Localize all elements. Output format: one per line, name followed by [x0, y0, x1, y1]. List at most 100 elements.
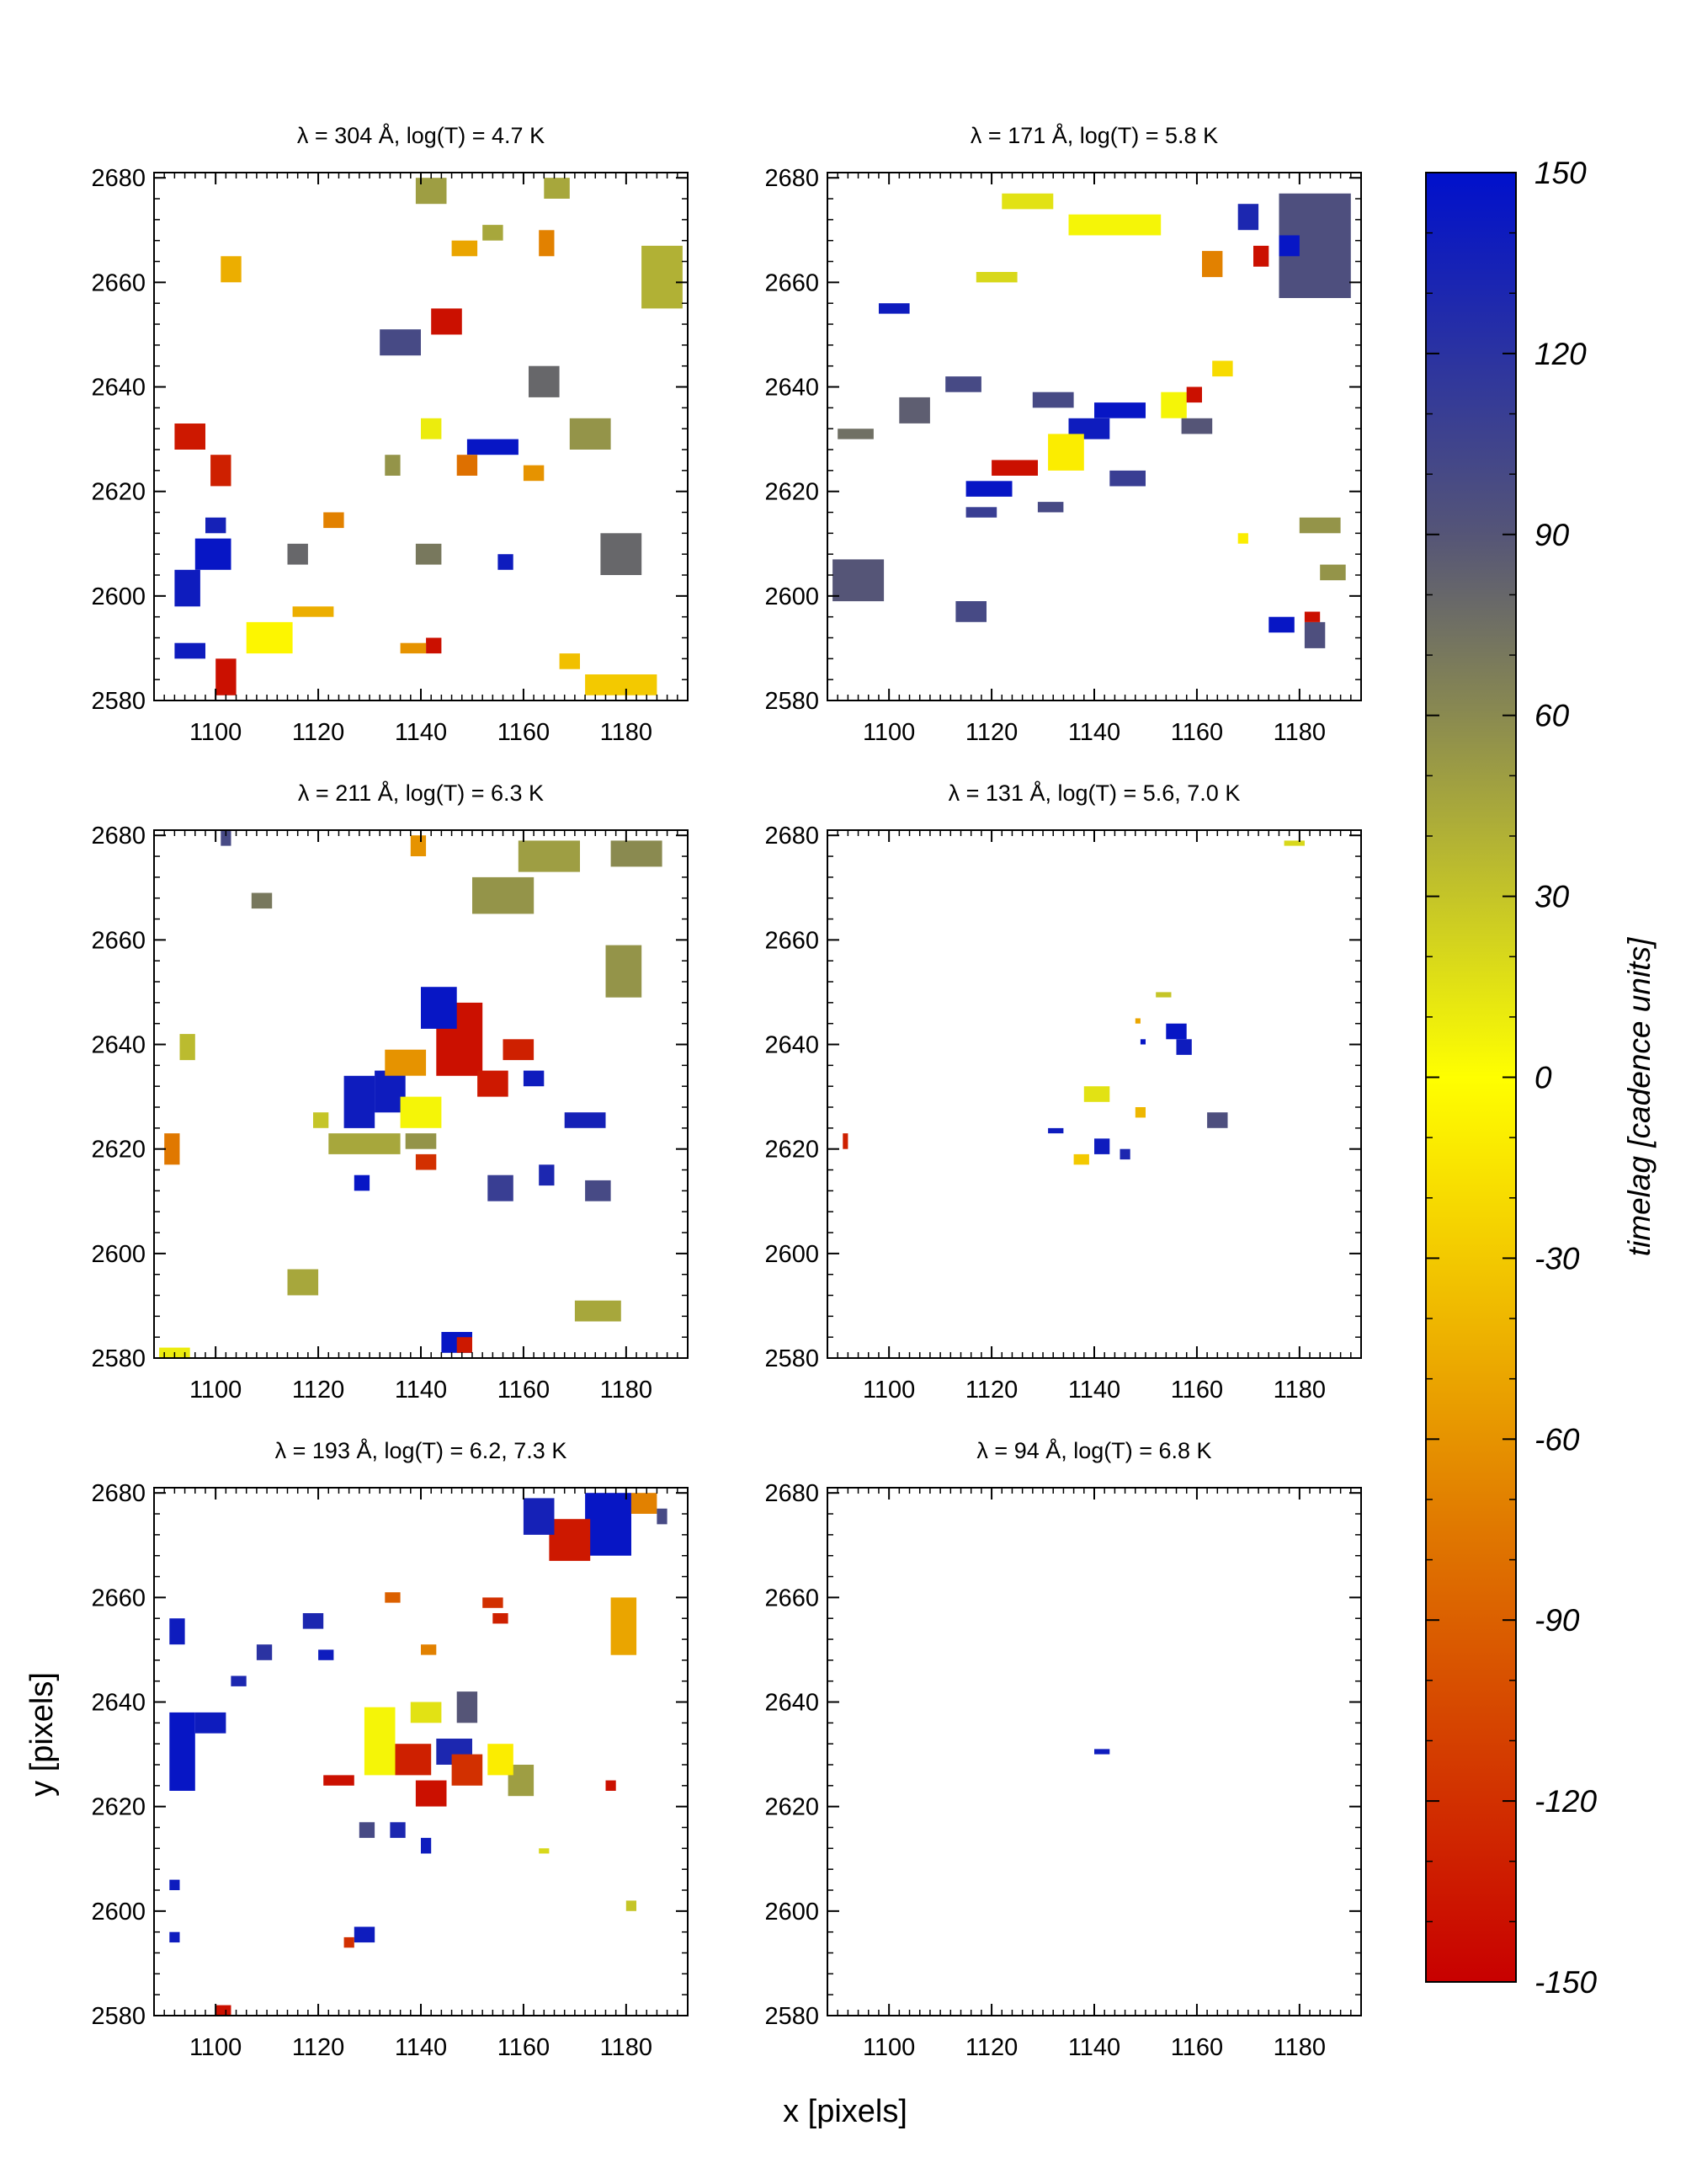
timelag-region: [992, 460, 1038, 476]
colorbar-tick-label: -150: [1534, 1965, 1597, 2000]
y-tick-label: 2640: [764, 1690, 819, 1717]
timelag-region: [1120, 1148, 1130, 1160]
timelag-region: [879, 303, 910, 314]
y-tick-label: 2620: [764, 1794, 819, 1821]
timelag-region: [359, 1822, 375, 1838]
timelag-region: [539, 1164, 555, 1186]
x-tick-label: 1180: [1274, 719, 1326, 746]
x-tick-label: 1180: [600, 2034, 652, 2061]
timelag-region: [1048, 434, 1084, 471]
timelag-region: [1186, 386, 1202, 403]
y-tick-label: 2620: [764, 1137, 819, 1164]
y-tick-label: 2580: [91, 1345, 146, 1372]
panel-title-193: λ = 193 Å, log(T) = 6.2, 7.3 K: [275, 1437, 567, 1463]
timelag-region: [400, 1096, 442, 1128]
timelag-region: [169, 1879, 180, 1890]
timelag-region: [503, 1039, 535, 1061]
x-tick-label: 1120: [965, 1377, 1018, 1404]
colorbar-tick-label: 150: [1534, 156, 1587, 190]
timelag-region: [539, 230, 555, 257]
timelag-region: [1320, 564, 1346, 581]
timelag-region: [482, 225, 503, 241]
timelag-region: [1094, 1138, 1110, 1154]
timelag-region: [497, 554, 513, 570]
timelag-region: [164, 1133, 180, 1165]
timelag-region: [256, 1644, 273, 1660]
panel-211-ticks: 1100 1120 1140 1160 1180 2580 2600 2620 2640 2660…: [91, 823, 688, 1404]
timelag-region: [1181, 418, 1213, 434]
timelag-region: [323, 1775, 354, 1786]
timelag-region: [549, 1519, 591, 1561]
x-tick-label: 1120: [292, 2034, 344, 2061]
y-tick-label: 2680: [764, 823, 819, 850]
timelag-region: [1253, 245, 1269, 267]
y-tick-label: 2580: [91, 2003, 146, 2030]
timelag-region: [529, 365, 560, 397]
x-tick-label: 1160: [1171, 1377, 1223, 1404]
timelag-region: [421, 418, 442, 439]
timelag-region: [385, 1592, 401, 1603]
y-tick-label: 2660: [91, 269, 146, 296]
timelag-region: [246, 621, 293, 654]
y-tick-label: 2640: [91, 1032, 146, 1059]
timelag-region: [1083, 1086, 1110, 1102]
panel-title-211: λ = 211 Å, log(T) = 6.3 K: [298, 780, 544, 806]
panel-171-regions: [832, 193, 1351, 648]
timelag-region: [174, 642, 205, 659]
timelag-region: [564, 1112, 606, 1128]
timelag-region: [1002, 193, 1054, 210]
timelag-region: [955, 601, 987, 622]
y-tick-label: 2680: [91, 1480, 146, 1507]
y-tick-label: 2580: [91, 688, 146, 715]
timelag-region: [523, 1070, 545, 1087]
timelag-region: [965, 507, 997, 518]
x-tick-label: 1100: [189, 719, 242, 746]
timelag-region: [1073, 1153, 1089, 1165]
x-tick-label: 1160: [497, 719, 550, 746]
timelag-region: [523, 1498, 555, 1535]
timelag-region: [292, 606, 334, 617]
timelag-region: [539, 1848, 550, 1854]
y-tick-label: 2660: [764, 927, 819, 954]
panel-title-94: λ = 94 Å, log(T) = 6.8 K: [976, 1437, 1211, 1463]
x-tick-label: 1160: [1171, 719, 1223, 746]
timelag-region: [610, 840, 662, 867]
timelag-region: [328, 1133, 401, 1154]
y-tick-label: 2600: [91, 1899, 146, 1926]
timelag-region: [169, 1618, 185, 1645]
colorbar-tick-label: 60: [1534, 699, 1570, 733]
timelag-region: [574, 1300, 621, 1322]
timelag-region: [843, 1133, 848, 1149]
timelag-region: [205, 517, 226, 534]
timelag-region: [431, 308, 462, 335]
timelag-region: [838, 429, 874, 439]
timelag-region: [1140, 1039, 1146, 1045]
timelag-region: [1284, 840, 1305, 846]
panel-304: λ = 304 Å, log(T) = 4.7 K 1100 1120 1140 11…: [91, 122, 689, 746]
x-tick-label: 1100: [189, 1377, 242, 1404]
y-tick-label: 2620: [91, 1794, 146, 1821]
timelag-region: [215, 658, 237, 695]
panel-171-ticks: 1100 1120 1140 1160 1180 2580 2600 2620 2640 2660…: [764, 165, 1361, 746]
panel-131-ticks: 1100 1120 1140 1160 1180 2580 2600 2620 2640 2660…: [764, 823, 1361, 1404]
panel-171: λ = 171 Å, log(T) = 5.8 K 1100 1120 1140 11…: [764, 122, 1362, 746]
panel-title-304: λ = 304 Å, log(T) = 4.7 K: [297, 122, 545, 148]
colorbar-tick-label: -30: [1534, 1241, 1580, 1276]
timelag-region: [210, 455, 231, 487]
y-tick-label: 2680: [764, 165, 819, 192]
panel-193: λ = 193 Å, log(T) = 6.2, 7.3 K 1100 1120 1…: [91, 1437, 689, 2061]
timelag-region: [415, 543, 442, 565]
timelag-region: [1032, 392, 1074, 408]
x-tick-label: 1140: [395, 1377, 447, 1404]
x-tick-label: 1120: [965, 719, 1018, 746]
y-tick-label: 2620: [91, 1137, 146, 1164]
colorbar-tick-label: 120: [1534, 337, 1587, 371]
timelag-region: [215, 2005, 231, 2016]
timelag-region: [451, 240, 478, 257]
timelag-region: [421, 1644, 437, 1655]
timelag-region: [456, 1691, 478, 1723]
y-tick-label: 2580: [764, 1345, 819, 1372]
timelag-region: [1207, 1112, 1228, 1128]
timelag-region: [231, 1675, 247, 1686]
